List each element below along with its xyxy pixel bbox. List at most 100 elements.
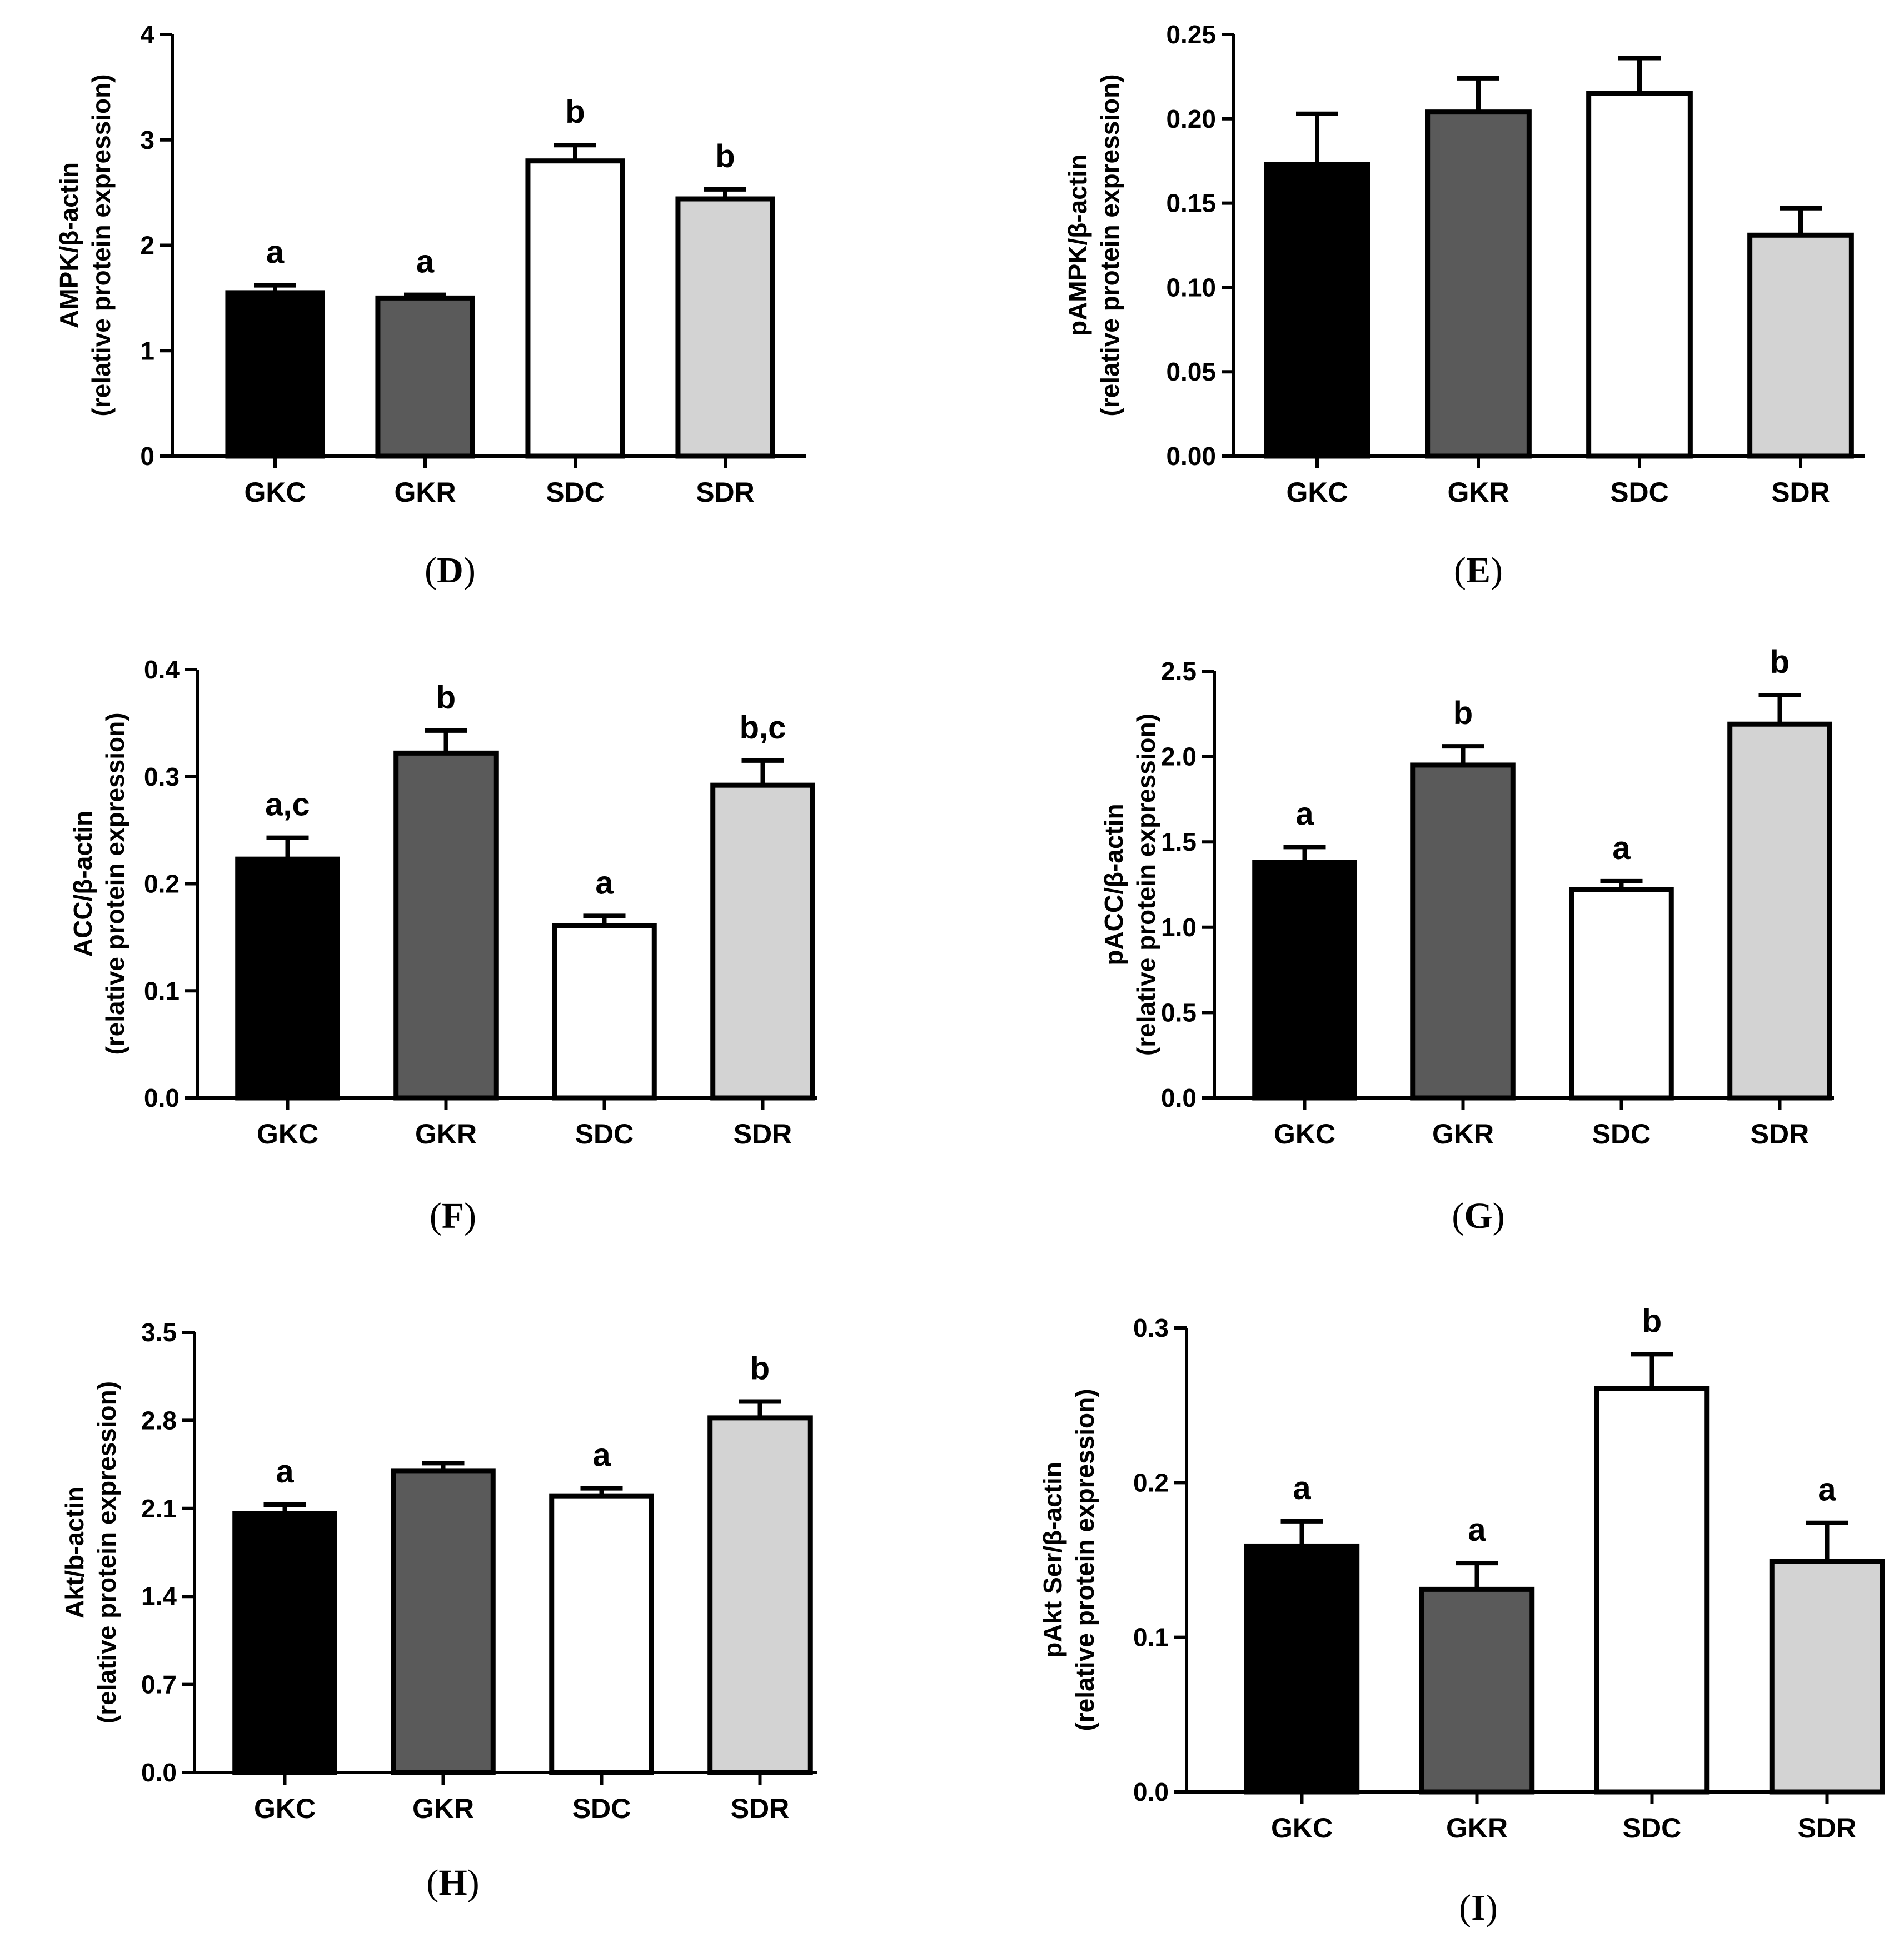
x-tick-label: GKC bbox=[1274, 1118, 1335, 1150]
y-tick-label: 1 bbox=[140, 336, 154, 365]
panel-label: (D) bbox=[425, 550, 476, 591]
panel-label-letter: G bbox=[1464, 1196, 1492, 1236]
y-axis-label-line2: (relative protein expression) bbox=[1132, 713, 1160, 1056]
x-tick-label: GKC bbox=[257, 1118, 318, 1150]
y-tick-label: 0.00 bbox=[1166, 442, 1216, 471]
x-tick-label: SDC bbox=[572, 1793, 631, 1824]
panel-label: (I) bbox=[1459, 1887, 1498, 1928]
y-tick-label: 0.7 bbox=[141, 1670, 177, 1699]
y-tick-label: 2.0 bbox=[1161, 742, 1197, 771]
x-tick-label: GKR bbox=[1446, 1812, 1508, 1844]
y-tick-label: 0.5 bbox=[1161, 998, 1197, 1027]
panel-label-open: ( bbox=[1454, 550, 1466, 591]
significance-label: a bbox=[416, 244, 435, 280]
panel-label-close: ) bbox=[1491, 550, 1503, 591]
significance-label: b bbox=[750, 1350, 770, 1386]
significance-label: b bbox=[715, 138, 735, 174]
x-tick-label: SDR bbox=[1751, 1118, 1810, 1150]
x-tick-label: GKC bbox=[1271, 1812, 1333, 1844]
x-tick-label: SDR bbox=[1771, 477, 1830, 508]
y-tick-label: 0.2 bbox=[1133, 1468, 1169, 1497]
x-tick-label: SDR bbox=[731, 1793, 790, 1824]
bar-gkr bbox=[393, 750, 499, 1101]
panel-label-open: ( bbox=[425, 550, 437, 591]
y-axis-label: Akt/b-actin (relative protein expression) bbox=[60, 1381, 121, 1724]
panel-label-close: ) bbox=[463, 550, 476, 591]
significance-label: a bbox=[1468, 1512, 1486, 1548]
y-axis-label: pAMPK/β-actin (relative protein expressio… bbox=[1063, 74, 1124, 416]
significance-label: a bbox=[1293, 1470, 1311, 1506]
y-axis-label-line2: (relative protein expression) bbox=[92, 1381, 121, 1724]
y-axis-label-line1: pACC/β-actin bbox=[1099, 803, 1128, 965]
x-tick-label: SDC bbox=[575, 1118, 634, 1150]
y-tick-label: 0.25 bbox=[1166, 20, 1216, 49]
bar-sdr bbox=[1769, 1559, 1885, 1795]
y-tick-label: 0.0 bbox=[141, 1758, 177, 1787]
significance-label: a bbox=[595, 865, 614, 901]
y-tick-label: 2.8 bbox=[141, 1406, 177, 1435]
x-tick-label: GKR bbox=[1447, 477, 1509, 508]
y-axis-label: pAkt Ser/β-actin (relative protein expres… bbox=[1038, 1388, 1099, 1731]
y-tick-label: 1.0 bbox=[1161, 913, 1197, 942]
y-tick-label: 0.20 bbox=[1166, 104, 1216, 133]
significance-label: a bbox=[276, 1453, 294, 1490]
bar-sdc bbox=[1569, 887, 1674, 1101]
x-tick-label: SDC bbox=[1610, 477, 1669, 508]
significance-label: a bbox=[1295, 796, 1314, 832]
bar-gkc bbox=[1264, 162, 1370, 459]
x-tick-label: SDR bbox=[696, 477, 755, 508]
panel-label: (H) bbox=[426, 1862, 479, 1903]
significance-label: a bbox=[266, 234, 285, 271]
bar-sdc bbox=[552, 923, 657, 1101]
y-axis-label-line1: AMPK/β-actin bbox=[54, 162, 83, 328]
significance-label: b bbox=[565, 94, 585, 130]
y-axis-label: pACC/β-actin (relative protein expression… bbox=[1099, 713, 1160, 1056]
panel-label: (F) bbox=[430, 1196, 476, 1236]
bar-gkc bbox=[232, 1511, 337, 1775]
bar-gkc bbox=[235, 856, 340, 1101]
x-tick-label: SDR bbox=[1798, 1812, 1857, 1844]
y-axis-label-line1: pAMPK/β-actin bbox=[1063, 154, 1092, 336]
bar-gkr bbox=[391, 1468, 496, 1775]
y-tick-label: 0.15 bbox=[1166, 189, 1216, 218]
y-axis-label-line2: (relative protein expression) bbox=[1070, 1388, 1099, 1731]
x-tick-label: GKR bbox=[1432, 1118, 1494, 1150]
significance-label: a bbox=[592, 1437, 611, 1474]
x-tick-label: GKC bbox=[1286, 477, 1348, 508]
chart-panel-e: 0.00 0.05 0.10 0.15 0.20 0.25 GKC GKR SDC SDR pAMP… bbox=[1063, 20, 1865, 591]
y-tick-label: 1.4 bbox=[141, 1582, 177, 1611]
chart-panel-g: 0.0 0.5 1.0 1.5 2.0 2.5 GKC a GKR b SDC a SDR b pACC/β… bbox=[1099, 644, 1834, 1236]
panel-label-letter: I bbox=[1471, 1887, 1486, 1928]
significance-label: a,c bbox=[265, 787, 310, 823]
y-tick-label: 0.0 bbox=[1133, 1777, 1169, 1806]
x-tick-label: GKR bbox=[394, 477, 456, 508]
chart-panel-i: 0.0 0.1 0.2 0.3 GKC a GKR a SDC b SDR a pAkt Ser/β-a… bbox=[1038, 1303, 1885, 1928]
y-axis-label: ACC/β-actin (relative protein expression) bbox=[68, 712, 129, 1055]
y-tick-label: 0.4 bbox=[144, 655, 180, 684]
y-axis-label: AMPK/β-actin (relative protein expression… bbox=[54, 74, 116, 416]
bar-sdr bbox=[1747, 232, 1854, 459]
chart-panel-f: 0.0 0.1 0.2 0.3 0.4 GKC a,c GKR b SDC a SDR b,c ACC/β… bbox=[68, 655, 817, 1236]
y-tick-label: 2 bbox=[140, 231, 154, 260]
y-tick-label: 0.05 bbox=[1166, 357, 1216, 386]
panel-label-close: ) bbox=[1486, 1887, 1498, 1928]
bar-sdc bbox=[549, 1493, 654, 1775]
y-tick-label: 3 bbox=[140, 126, 154, 154]
y-tick-label: 0.0 bbox=[1161, 1083, 1197, 1112]
y-tick-label: 2.5 bbox=[1161, 657, 1197, 686]
bar-sdc bbox=[1586, 91, 1693, 459]
panel-label-open: ( bbox=[1452, 1196, 1464, 1236]
x-tick-label: GKC bbox=[244, 477, 306, 508]
panel-label-letter: D bbox=[437, 550, 463, 591]
y-tick-label: 0.2 bbox=[144, 870, 180, 898]
bar-sdr bbox=[707, 1415, 813, 1775]
x-tick-label: SDC bbox=[1623, 1812, 1682, 1844]
bar-gkr bbox=[1425, 109, 1532, 459]
y-tick-label: 1.5 bbox=[1161, 827, 1197, 856]
panel-label-close: ) bbox=[1493, 1196, 1505, 1236]
y-axis-label-line1: ACC/β-actin bbox=[68, 811, 97, 957]
y-tick-label: 0 bbox=[140, 442, 154, 471]
y-tick-label: 3.5 bbox=[141, 1318, 177, 1347]
bar-gkc bbox=[225, 290, 325, 459]
